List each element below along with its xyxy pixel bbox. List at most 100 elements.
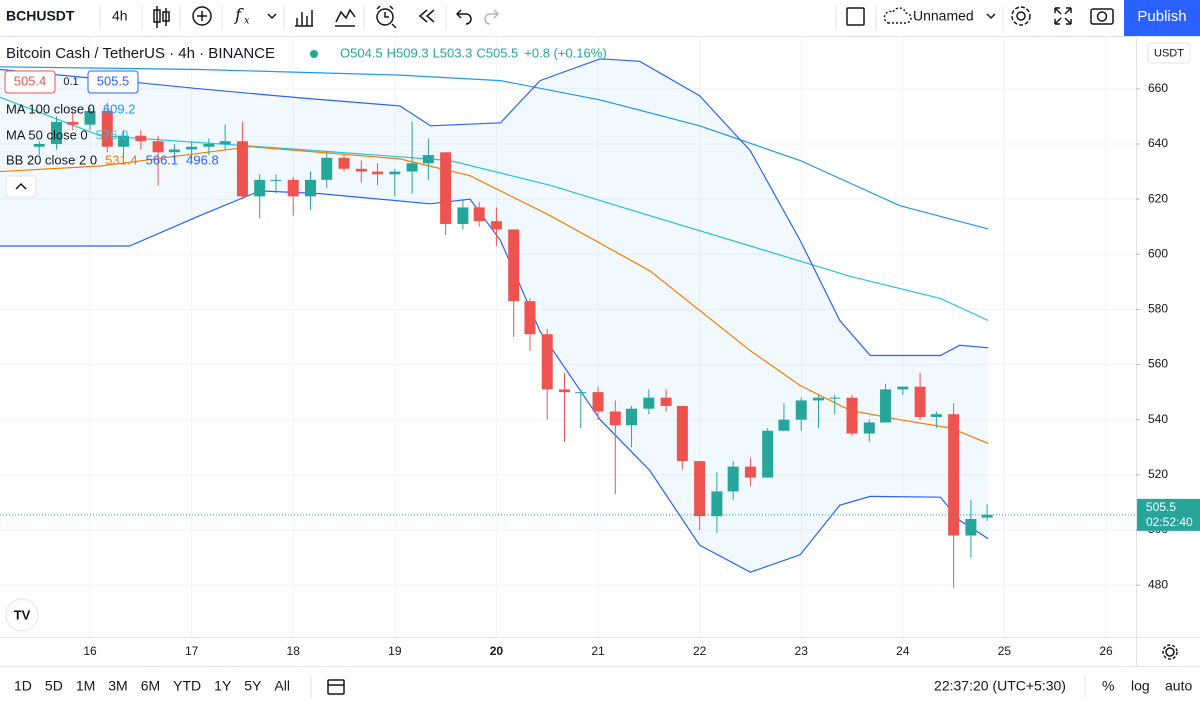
candle-body — [795, 400, 807, 420]
candle-body — [778, 419, 790, 431]
candle-body — [440, 152, 452, 224]
interval[interactable]: 4h — [112, 8, 128, 24]
candle-body — [524, 301, 536, 335]
compare-icon[interactable] — [192, 6, 212, 26]
x-tick-label: 22 — [693, 644, 707, 658]
dropdown-icon[interactable] — [986, 13, 996, 20]
candle-body — [203, 143, 215, 147]
range-button[interactable]: 5Y — [244, 678, 262, 694]
candle-body — [829, 397, 841, 399]
date-range-icon[interactable] — [327, 679, 345, 695]
clock: 22:37:20 (UTC+5:30) — [934, 678, 1066, 694]
currency-box[interactable] — [1147, 42, 1191, 64]
dropdown-icon[interactable] — [267, 13, 277, 20]
ma-line — [0, 96, 989, 322]
replay-icon[interactable] — [418, 9, 435, 23]
indicator-legend: MA 100 close 0 609.2 MA 50 close 0 576.0 BB … — [6, 101, 219, 167]
scale-option[interactable]: log — [1131, 678, 1150, 694]
redo-icon[interactable] — [484, 9, 500, 25]
ask-box[interactable] — [87, 70, 139, 94]
candle-body — [660, 397, 672, 406]
candle-body — [727, 466, 739, 492]
candle-body — [84, 110, 96, 125]
x-tick-label: 23 — [795, 644, 809, 658]
time-axis-settings-icon[interactable] — [1162, 644, 1178, 660]
candle-body — [711, 491, 723, 517]
candle-body — [508, 229, 520, 302]
candle-body — [948, 414, 960, 536]
candle-body — [50, 121, 62, 144]
x-tick-label: 16 — [83, 644, 97, 658]
chart-type-icon[interactable] — [153, 6, 170, 28]
candle-body — [490, 221, 502, 230]
indicator-name: MA 50 close 0 — [6, 127, 88, 142]
indicator-value: 609.2 — [103, 101, 136, 116]
range-button[interactable]: 3M — [108, 678, 127, 694]
ohlc-value: C505.5 — [476, 45, 518, 60]
undo-icon[interactable] — [455, 9, 472, 25]
candle-body — [676, 405, 688, 462]
fullscreen-icon[interactable] — [846, 7, 865, 26]
indicator-name: MA 100 close 0 — [6, 101, 95, 116]
candle-body — [965, 518, 977, 536]
range-button[interactable]: YTD — [173, 678, 201, 694]
band-fill — [0, 58, 989, 573]
candle-body — [846, 397, 858, 434]
candle-body — [406, 163, 418, 172]
indicator-value: 576.0 — [96, 127, 129, 142]
candle-body — [389, 171, 401, 175]
bottom-bar: 1D 5D 1M 3M 6M YTD 1Y 5Y All% log auto — [14, 678, 1192, 694]
scale-option[interactable]: % — [1102, 678, 1114, 694]
range-button[interactable]: 6M — [141, 678, 160, 694]
range-button[interactable]: 1M — [76, 678, 95, 694]
scale-option[interactable]: auto — [1165, 678, 1192, 694]
collapse-legend-button[interactable] — [5, 175, 37, 198]
candle-body — [338, 157, 350, 169]
candle-body — [321, 157, 333, 180]
candle-body — [236, 141, 248, 197]
bid-box[interactable] — [4, 70, 56, 94]
currency: USDT — [1154, 47, 1184, 59]
range-button[interactable]: 1D — [14, 678, 32, 694]
layout-name[interactable]: Unnamed — [913, 8, 974, 24]
range-button[interactable]: 1Y — [214, 678, 232, 694]
financials-icon[interactable] — [295, 10, 313, 27]
candle-body — [914, 386, 926, 417]
ohlc-value: H509.3 — [387, 45, 429, 60]
alert-icon[interactable] — [376, 5, 397, 29]
candle-body — [863, 422, 875, 434]
range-button[interactable]: 5D — [45, 678, 63, 694]
y-tick-label: 580 — [1148, 302, 1168, 316]
settings-icon[interactable] — [1011, 6, 1031, 26]
x-tick-label: 20 — [490, 644, 504, 658]
candle-body — [592, 392, 604, 412]
publish-button[interactable] — [1124, 0, 1200, 36]
ask: 505.5 — [97, 73, 130, 88]
candle-body — [609, 411, 621, 426]
change: +0.8 (+0.16%) — [524, 45, 606, 60]
candle-body — [67, 121, 79, 125]
expand-icon[interactable] — [1054, 7, 1072, 25]
bb-upper-line — [0, 58, 989, 357]
snapshot-icon[interactable] — [1090, 8, 1114, 25]
y-tick-label: 660 — [1148, 81, 1168, 95]
candle-body — [694, 461, 706, 517]
indicators-icon[interactable]: f — [233, 6, 244, 26]
cloud-icon — [883, 7, 912, 24]
y-tick-label: 540 — [1148, 412, 1168, 426]
candle-body — [575, 392, 587, 394]
range-button[interactable]: All — [274, 678, 290, 694]
y-tick-label: 480 — [1148, 577, 1168, 591]
candle-body — [355, 168, 367, 172]
ohlc-header: O504.5 H509.3 L503.3 C505.5 +0.8 (+0.16%) — [340, 45, 607, 60]
y-tick-label: 520 — [1148, 467, 1168, 481]
symbol[interactable]: BCHUSDT — [6, 8, 75, 24]
axis-labels: 4805005205405605806006206406601617181920… — [83, 81, 1200, 658]
x-tick-label: 24 — [896, 644, 910, 658]
candle-body — [219, 141, 231, 144]
candle-body — [33, 143, 45, 147]
plot — [0, 58, 1136, 588]
ideas-icon[interactable] — [335, 8, 356, 27]
candle-body — [981, 514, 993, 518]
y-tick-label: 600 — [1148, 246, 1168, 260]
